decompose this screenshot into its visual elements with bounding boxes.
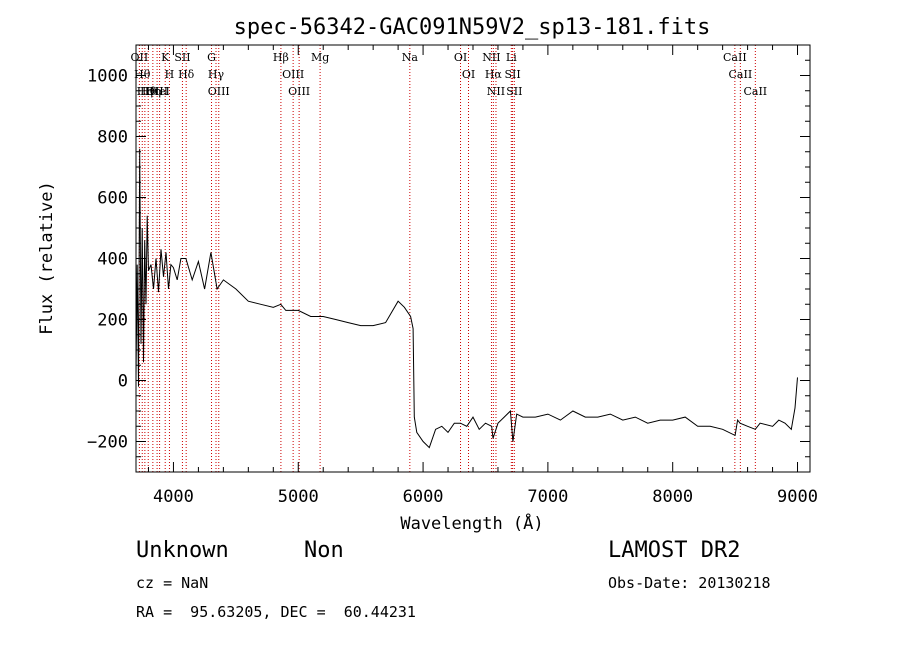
line-label: NII: [487, 85, 505, 98]
line-label: H: [165, 68, 175, 81]
line-label: SII: [506, 85, 522, 98]
obs-date-label: Obs-Date: 20130218: [608, 574, 771, 592]
line-label: OII: [131, 51, 149, 64]
line-label: Hβ: [273, 51, 289, 64]
y-tick-label: −200: [87, 433, 128, 453]
plot-frame: [135, 44, 811, 473]
x-axis-label: Wavelength (Å): [400, 512, 543, 534]
line-label: Hη: [137, 85, 153, 98]
coordinates-label: RA = 95.63205, DEC = 60.44231: [136, 603, 416, 621]
x-tick-label: 9000: [777, 487, 818, 507]
line-label: Hδ: [178, 68, 195, 81]
line-label: Hθ: [140, 85, 157, 98]
x-axis-ticks: 4000 5000 6000 7000 8000 9000: [147, 45, 818, 507]
y-tick-label: 600: [97, 189, 128, 209]
line-label: Hγ: [208, 68, 225, 81]
line-label: Hα: [485, 68, 503, 81]
y-tick-label: 400: [97, 250, 128, 270]
x-tick-label: 6000: [403, 487, 444, 507]
line-label: OIII: [288, 85, 310, 98]
x-tick-label: 7000: [527, 487, 568, 507]
line-label: NII: [482, 51, 500, 64]
redshift-label: cz = NaN: [136, 574, 209, 592]
line-label: CaII: [729, 68, 753, 81]
x-tick-label: 5000: [278, 487, 319, 507]
spectrum-line: [135, 148, 798, 449]
line-label: OIII: [282, 68, 304, 81]
line-label: CaII: [723, 51, 747, 64]
y-axis-label: Flux (relative): [37, 181, 57, 335]
line-label: OIII: [146, 85, 168, 98]
spectral-line-labels: OIIHθHηHθHηOIIIHeIKHSIIHδGHγOIIIHβOIIIOI…: [131, 51, 768, 98]
line-label: CaII: [743, 85, 767, 98]
line-label: Mg: [311, 51, 329, 64]
class-label: Unknown: [136, 538, 229, 563]
line-label: Li: [506, 51, 517, 64]
line-label: Hη: [145, 85, 161, 98]
x-tick-label: 8000: [652, 487, 693, 507]
line-label: G: [207, 51, 216, 64]
line-label: HeI: [149, 85, 169, 98]
subclass-label: Non: [304, 538, 344, 563]
line-label: OI: [462, 68, 475, 81]
line-label: SII: [504, 68, 520, 81]
line-label: K: [161, 51, 170, 64]
line-label: OI: [454, 51, 467, 64]
y-axis-ticks: −200 0 200 400 600 800 1000: [87, 44, 810, 473]
y-tick-label: 0: [118, 372, 128, 392]
y-tick-label: 800: [97, 128, 128, 148]
spectral-line-markers: [138, 45, 756, 472]
line-label: SII: [174, 51, 190, 64]
line-label: OIII: [208, 85, 230, 98]
line-label: Hθ: [134, 68, 151, 81]
survey-label: LAMOST DR2: [608, 538, 741, 563]
line-label: Na: [402, 51, 419, 64]
chart-title: spec-56342-GAC091N59V2_sp13-181.fits: [234, 15, 711, 40]
x-tick-label: 4000: [153, 487, 194, 507]
y-tick-label: 200: [97, 311, 128, 331]
y-tick-label: 1000: [87, 67, 128, 87]
